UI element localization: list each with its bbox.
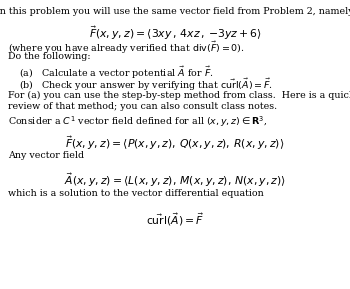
Text: $\vec{F}(x,y,z) = \langle P(x,y,z),\, Q(x,y,z),\, R(x,y,z)\rangle$: $\vec{F}(x,y,z) = \langle P(x,y,z),\, Q(…	[65, 134, 285, 152]
Text: For (a) you can use the step-by-step method from class.  Here is a quick: For (a) you can use the step-by-step met…	[8, 91, 350, 100]
Text: In this problem you will use the same vector field from Problem 2, namely: In this problem you will use the same ve…	[0, 7, 350, 16]
Text: Consider a $C^1$ vector field defined for all $(x, y, z) \in \mathbf{R}^3$,: Consider a $C^1$ vector field defined fo…	[8, 114, 267, 129]
Text: $\mathrm{c\vec{ur}l}(\vec{A}) = \vec{F}$: $\mathrm{c\vec{ur}l}(\vec{A}) = \vec{F}$	[146, 211, 204, 228]
Text: review of that method; you can also consult class notes.: review of that method; you can also cons…	[8, 102, 277, 111]
Text: $\vec{F}(x, y, z) = \langle 3xy\,,\, 4xz\,,\, {-3yz+6}\rangle$: $\vec{F}(x, y, z) = \langle 3xy\,,\, 4xz…	[89, 24, 261, 42]
Text: (b)   Check your answer by verifying that $\mathrm{c\vec{ur}l}(\vec{A}) = \vec{F: (b) Check your answer by verifying that …	[19, 77, 273, 93]
Text: which is a solution to the vector differential equation: which is a solution to the vector differ…	[8, 189, 264, 198]
Text: Any vector field: Any vector field	[8, 151, 84, 160]
Text: (a)   Calculate a vector potential $\vec{A}$ for $\vec{F}$.: (a) Calculate a vector potential $\vec{A…	[19, 65, 214, 81]
Text: $\vec{A}(x,y,z) = \langle L(x,y,z),\, M(x,y,z),\, N(x,y,z)\rangle$: $\vec{A}(x,y,z) = \langle L(x,y,z),\, M(…	[64, 171, 286, 189]
Text: (where you have already verified that $\mathrm{div}(\vec{F}) = 0$).: (where you have already verified that $\…	[8, 40, 244, 56]
Text: Do the following:: Do the following:	[8, 52, 90, 61]
